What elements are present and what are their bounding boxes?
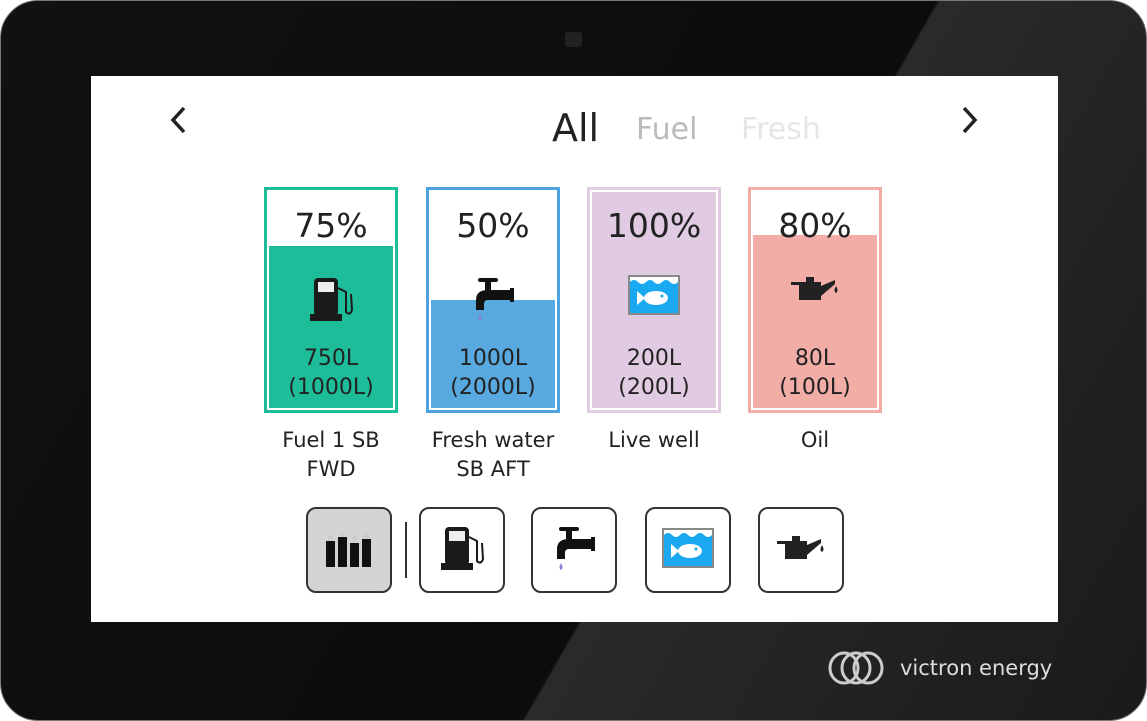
tank-percent: 50% xyxy=(456,206,530,245)
tank-capacity: (1000L) xyxy=(288,375,374,400)
water-tap-icon xyxy=(547,523,601,577)
tank-level-fill xyxy=(431,300,555,408)
tank-name: Fresh water SB AFT xyxy=(431,428,555,481)
tank-percent: 100% xyxy=(606,206,702,245)
filter-livewell-button[interactable] xyxy=(645,507,731,593)
brand-text: victron energy xyxy=(900,656,1053,680)
all-tanks-icon xyxy=(326,534,371,567)
oil-can-icon xyxy=(753,274,877,308)
oil-can-icon xyxy=(775,533,827,567)
fuel-pump-icon xyxy=(269,274,393,328)
tab-all[interactable]: All xyxy=(552,106,600,150)
tank-name: Live well xyxy=(608,428,700,452)
tank-percent: 75% xyxy=(294,206,368,245)
tank-volume: 750L xyxy=(303,346,359,371)
tank-name: Oil xyxy=(800,428,830,452)
tank-volume: 1000L xyxy=(458,346,528,371)
camera xyxy=(565,32,582,47)
next-button[interactable] xyxy=(959,104,979,144)
tank-card[interactable]: 100% 200L (200L) xyxy=(587,187,721,413)
tank-card[interactable]: 50% 1000L (2000L) xyxy=(426,187,560,413)
tank-capacity: (100L) xyxy=(779,375,851,400)
chevron-right-icon xyxy=(962,106,978,134)
tank-capacity: (2000L) xyxy=(450,375,536,400)
tank-gauge: 100% 200L (200L) xyxy=(592,192,716,408)
tank-card[interactable]: 75% 750L (1000L) xyxy=(264,187,398,413)
tab-fresh[interactable]: Fresh xyxy=(741,112,821,147)
filter-water-button[interactable] xyxy=(531,507,617,593)
fish-tank-icon xyxy=(661,527,715,573)
screen: All Fuel Fresh 75% 750L (1000L) Fuel 1 SB… xyxy=(91,76,1058,622)
tank-level-fill xyxy=(269,246,393,408)
chevron-left-icon xyxy=(170,106,186,134)
tank-percent: 80% xyxy=(778,206,852,245)
tank-gauge: 75% 750L (1000L) xyxy=(269,192,393,408)
filter-fuel-button[interactable] xyxy=(419,507,505,593)
tab-fuel[interactable]: Fuel xyxy=(636,112,698,147)
fish-tank-icon xyxy=(592,274,716,320)
water-tap-icon xyxy=(431,274,555,328)
tank-level-fill xyxy=(753,235,877,408)
victron-logo: victron energy xyxy=(824,649,1052,687)
separator xyxy=(405,522,407,578)
tank-gauge: 50% 1000L (2000L) xyxy=(431,192,555,408)
tank-volume: 200L xyxy=(626,346,682,371)
tank-volume: 80L xyxy=(794,346,836,371)
tank-gauge: 80% 80L (100L) xyxy=(753,192,877,408)
previous-button[interactable] xyxy=(169,104,189,144)
filter-oil-button[interactable] xyxy=(758,507,844,593)
fuel-pump-icon xyxy=(437,523,487,577)
tank-capacity: (200L) xyxy=(618,375,690,400)
filter-all-button[interactable] xyxy=(306,507,392,593)
tank-name: Fuel 1 SB FWD xyxy=(282,428,380,481)
tank-card[interactable]: 80% 80L (100L) xyxy=(748,187,882,413)
